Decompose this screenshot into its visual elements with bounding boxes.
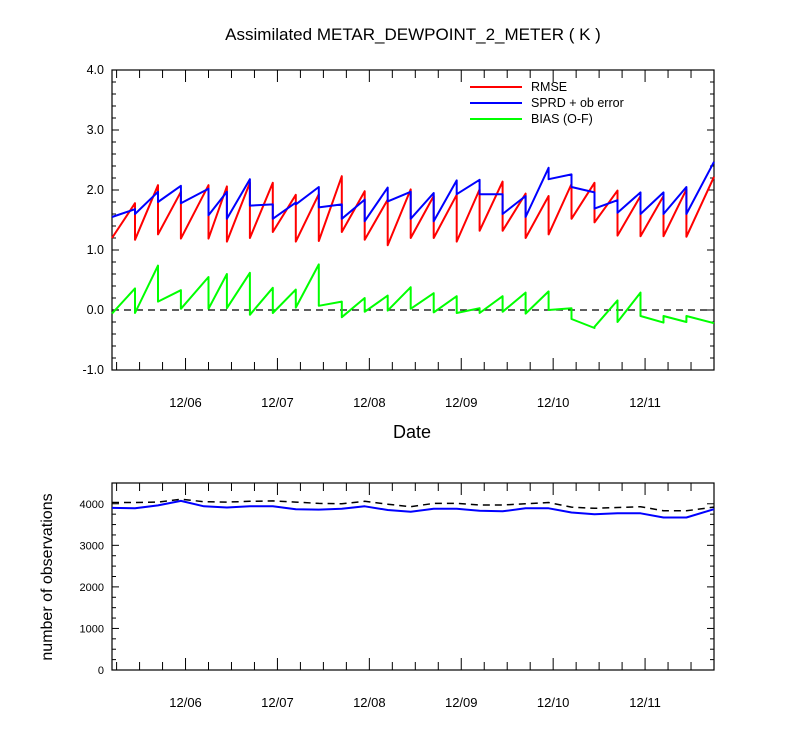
- series-line-0: [111, 175, 715, 247]
- legend-label-bias: BIAS (O-F): [531, 112, 593, 126]
- x-tick-label: 12/11: [629, 395, 661, 410]
- legend-label-sprd: SPRD + ob error: [531, 96, 624, 110]
- y-tick-label: 4000: [80, 499, 104, 511]
- series-line-1: [111, 161, 715, 223]
- series-line-1: [111, 499, 715, 519]
- y-tick-label: 2.0: [87, 183, 104, 197]
- y-tick-label: 2000: [80, 582, 104, 594]
- y-tick-label: 1000: [80, 623, 104, 635]
- top-panel: 4.0 3.0 2.0 1.0 0.0 -1.0 12/06 12/07 12/08 12/09 1…: [82, 63, 715, 442]
- top-ticks: 4.0 3.0 2.0 1.0 0.0 -1.0 12/06 12/07 12/08 12/09 1…: [82, 63, 715, 410]
- y-tick-label: 0: [98, 665, 104, 677]
- series-line-2: [111, 263, 715, 329]
- legend-label-rmse: RMSE: [531, 80, 567, 94]
- chart-title: Assimilated METAR_DEWPOINT_2_METER ( K ): [225, 25, 601, 44]
- y-tick-label: 3000: [80, 540, 104, 552]
- y-tick-label: 4.0: [87, 63, 104, 77]
- bottom-series: [111, 498, 715, 519]
- series-line-0: [112, 498, 715, 512]
- x-tick-label: 12/09: [445, 395, 478, 410]
- y-tick-label: 3.0: [87, 123, 104, 137]
- x-tick-label: 12/09: [445, 695, 478, 710]
- x-axis-label: Date: [393, 422, 431, 442]
- x-tick-label: 12/08: [353, 695, 386, 710]
- top-plot-frame: [111, 69, 715, 371]
- x-tick-label: 12/07: [261, 695, 294, 710]
- x-tick-label: 12/11: [629, 695, 661, 710]
- y-tick-label: 1.0: [87, 243, 104, 257]
- x-tick-label: 12/06: [169, 695, 202, 710]
- x-tick-label: 12/10: [537, 395, 570, 410]
- x-tick-label: 12/08: [353, 395, 386, 410]
- x-tick-label: 12/07: [261, 395, 294, 410]
- y-tick-label: -1.0: [82, 363, 104, 377]
- bottom-panel: 0 1000 2000 3000 4000 12/06 12/07 12/08 12/09 12/…: [39, 482, 715, 710]
- y-tick-label: 0.0: [87, 303, 104, 317]
- bottom-ticks: 0 1000 2000 3000 4000 12/06 12/07 12/08 12/09 12/…: [80, 483, 715, 710]
- x-tick-label: 12/06: [169, 395, 202, 410]
- top-series: [111, 161, 715, 329]
- y-axis-label-observations: number of observations: [39, 493, 56, 660]
- legend: RMSE SPRD + ob error BIAS (O-F): [470, 80, 624, 126]
- x-tick-label: 12/10: [537, 695, 570, 710]
